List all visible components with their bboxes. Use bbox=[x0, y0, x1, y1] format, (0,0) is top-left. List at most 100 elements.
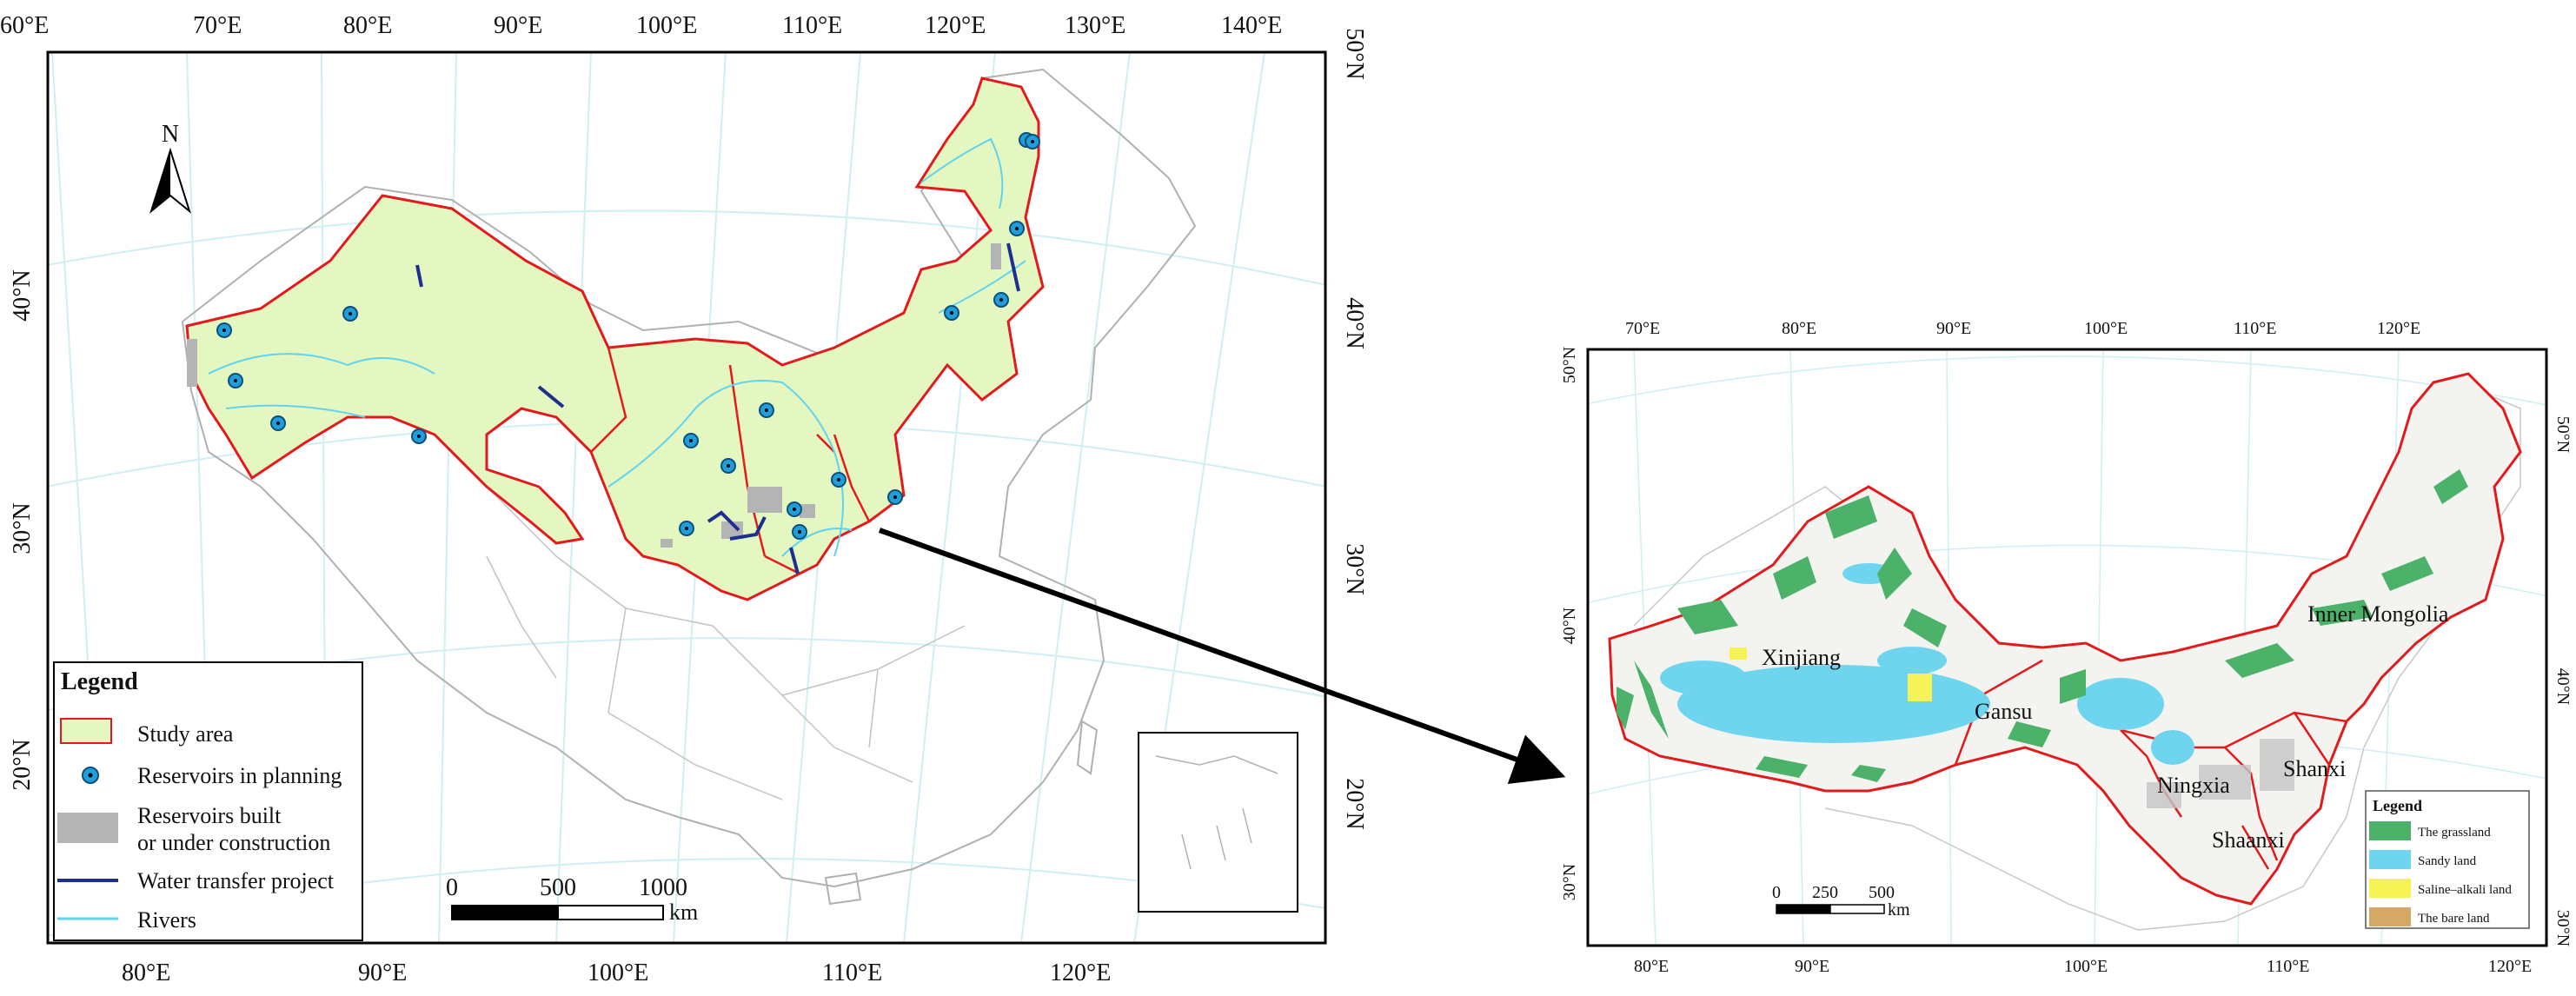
planned-reservoir-marker-center bbox=[276, 422, 280, 425]
planned-reservoir-marker-center bbox=[837, 478, 840, 481]
right-bottom-lon-labels: 80°E 90°E 100°E 110°E 120°E bbox=[1634, 957, 2532, 976]
right-legend-swatch-sandy bbox=[2369, 850, 2411, 869]
right-top-lon-120: 120°E bbox=[2377, 319, 2420, 338]
left-scale-unit: km bbox=[669, 900, 698, 925]
left-legend-title: Legend bbox=[61, 668, 138, 695]
left-top-lon-90: 90°E bbox=[494, 12, 542, 39]
left-scale-tick-500: 500 bbox=[540, 874, 576, 901]
planned-reservoir-marker-center bbox=[793, 508, 796, 511]
study-area bbox=[185, 76, 1045, 601]
left-transfer-projects bbox=[415, 242, 1020, 574]
left-bottom-lon-labels: 80°E 90°E 100°E 110°E 120°E bbox=[122, 959, 1111, 986]
right-lat-labels: 50°N 40°N 30°N 50°N 40°N 30°N bbox=[1560, 347, 2573, 946]
right-left-lat-50: 50°N bbox=[1560, 347, 1579, 383]
planned-reservoir-marker-center bbox=[417, 435, 421, 438]
right-scale-tick-500: 500 bbox=[1869, 883, 1895, 902]
left-scale-segment-2 bbox=[557, 905, 664, 920]
left-top-lon-70: 70°E bbox=[193, 12, 242, 39]
right-side-lat-50: 50°N bbox=[1341, 28, 1368, 79]
planned-reservoir-marker-center bbox=[1031, 140, 1034, 143]
legend-swatch-reservoirs-built bbox=[57, 813, 118, 843]
left-lat-40: 40°N bbox=[9, 269, 36, 321]
right-bottom-lon-120: 120°E bbox=[2488, 957, 2532, 976]
planned-reservoir-marker-center bbox=[893, 495, 897, 499]
left-lat-20: 20°N bbox=[9, 739, 36, 790]
right-bottom-lon-100: 100°E bbox=[2064, 957, 2108, 976]
left-scale-segment-1 bbox=[451, 905, 559, 920]
left-top-lon-labels: 60°E 70°E 80°E 90°E 100°E 110°E 120°E 13… bbox=[0, 12, 1282, 39]
left-top-lon-120: 120°E bbox=[925, 12, 986, 39]
left-bottom-lon-120: 120°E bbox=[1050, 959, 1111, 986]
legend-label-reservoirs-planning: Reservoirs in planning bbox=[137, 763, 342, 788]
right-bottom-lon-110: 110°E bbox=[2267, 957, 2309, 976]
right-side-lat-30: 30°N bbox=[1341, 543, 1368, 594]
left-built-reservoirs bbox=[187, 243, 1001, 548]
legend-label-rivers: Rivers bbox=[137, 907, 196, 933]
right-legend-swatch-saline bbox=[2369, 879, 2411, 898]
right-top-lon-110: 110°E bbox=[2234, 319, 2276, 338]
planned-reservoir-marker-center bbox=[222, 329, 226, 332]
right-left-lat-30: 30°N bbox=[1560, 864, 1579, 900]
right-map-frame bbox=[1586, 348, 2548, 947]
left-scale-bar: 0 500 1000 km bbox=[446, 874, 698, 925]
right-legend-label-bare: The bare land bbox=[2418, 912, 2490, 926]
right-legend-swatch-bare bbox=[2369, 907, 2411, 926]
left-bottom-lon-110: 110°E bbox=[822, 959, 882, 986]
region-label-gansu: Gansu bbox=[1975, 699, 2032, 724]
right-scale-segment-2 bbox=[1829, 904, 1885, 914]
planned-reservoir-marker-center bbox=[950, 311, 953, 315]
left-map: N Legend Study area Reservoirs in planni… bbox=[0, 12, 1368, 986]
right-top-lon-labels: 70°E 80°E 90°E 100°E 110°E 120°E bbox=[1625, 319, 2420, 338]
right-left-lat-40: 40°N bbox=[1560, 608, 1579, 644]
right-top-lon-100: 100°E bbox=[2084, 319, 2128, 338]
taiwan-island bbox=[1076, 720, 1099, 775]
zoom-arrow bbox=[878, 528, 1566, 784]
legend-label-study-area: Study area bbox=[137, 721, 234, 747]
right-legend-label-grassland: The grassland bbox=[2418, 826, 2491, 840]
right-legend-title: Legend bbox=[2373, 797, 2422, 814]
left-top-lon-60: 60°E bbox=[0, 12, 49, 39]
region-label-xinjiang: Xinjiang bbox=[1762, 645, 1841, 670]
planned-reservoir-marker-center bbox=[727, 464, 730, 468]
right-right-lat-40: 40°N bbox=[2553, 668, 2573, 705]
left-legend: Legend Study area Reservoirs in planning… bbox=[53, 661, 363, 941]
right-legend: Legend The grassland Sandy land Saline–a… bbox=[2365, 790, 2530, 929]
right-bottom-lon-80: 80°E bbox=[1634, 957, 1669, 976]
right-top-lon-90: 90°E bbox=[1936, 319, 1971, 338]
right-side-lat-20: 20°N bbox=[1341, 778, 1368, 829]
right-scale-bar: 0 250 500 km bbox=[1772, 883, 1910, 920]
planned-reservoir-marker-center bbox=[1015, 227, 1019, 230]
left-legend-box bbox=[53, 661, 363, 941]
left-top-lon-140: 140°E bbox=[1221, 12, 1282, 39]
planned-reservoir-marker-center bbox=[798, 530, 801, 534]
legend-label-water-transfer: Water transfer project bbox=[137, 868, 335, 893]
legend-swatch-study-area bbox=[60, 718, 112, 744]
right-map: Xinjiang Gansu Inner Mongolia Ningxia Sh… bbox=[1560, 319, 2573, 976]
right-scale-tick-0: 0 bbox=[1772, 883, 1781, 902]
left-scale-tick-1000: 1000 bbox=[639, 874, 687, 901]
legend-label-reservoirs-built-2: or under construction bbox=[137, 830, 330, 855]
region-label-ningxia: Ningxia bbox=[2157, 773, 2230, 798]
region-label-shaanxi: Shaanxi bbox=[2212, 827, 2285, 853]
right-landcover bbox=[1617, 469, 2468, 808]
right-bottom-lon-90: 90°E bbox=[1795, 957, 1829, 976]
right-scale-tick-250: 250 bbox=[1812, 883, 1838, 902]
right-top-lon-80: 80°E bbox=[1782, 319, 1816, 338]
right-scale-segment-1 bbox=[1776, 904, 1831, 914]
left-top-lon-110: 110°E bbox=[782, 12, 842, 39]
right-region-labels: Xinjiang Gansu Inner Mongolia Ningxia Sh… bbox=[1762, 601, 2449, 853]
south-china-sea-inset bbox=[1138, 732, 1298, 913]
right-scale-unit: km bbox=[1888, 900, 1910, 920]
left-bottom-lon-90: 90°E bbox=[358, 959, 407, 986]
left-lat-labels: 40°N 30°N 20°N 50°N 40°N 30°N 20°N bbox=[9, 28, 1368, 829]
planned-reservoir-marker-center bbox=[349, 312, 352, 315]
left-lat-30: 30°N bbox=[9, 502, 36, 554]
region-label-shanxi: Shanxi bbox=[2283, 756, 2346, 781]
region-label-inner-mongolia: Inner Mongolia bbox=[2307, 601, 2449, 627]
left-top-lon-80: 80°E bbox=[343, 12, 392, 39]
legend-swatch-reservoirs-planning-dot bbox=[88, 773, 93, 778]
left-top-lon-100: 100°E bbox=[636, 12, 697, 39]
right-right-lat-50: 50°N bbox=[2553, 416, 2573, 453]
right-legend-label-sandy: Sandy land bbox=[2418, 854, 2477, 868]
